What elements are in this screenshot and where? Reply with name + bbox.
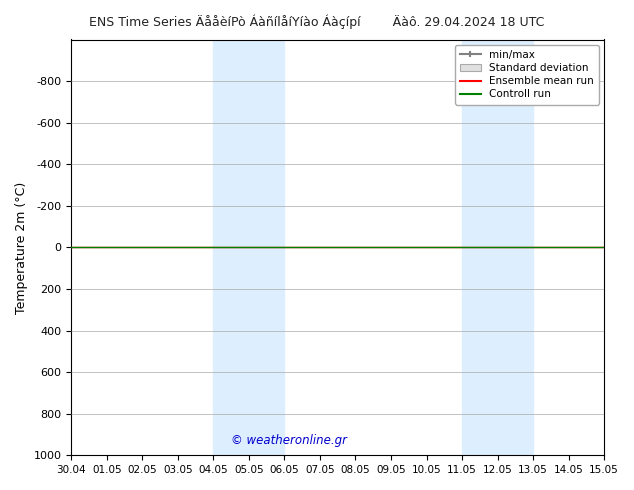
Bar — [462, 40, 498, 455]
Legend: min/max, Standard deviation, Ensemble mean run, Controll run: min/max, Standard deviation, Ensemble me… — [455, 45, 599, 104]
Bar — [249, 40, 285, 455]
Bar — [214, 40, 249, 455]
Text: © weatheronline.gr: © weatheronline.gr — [231, 434, 347, 447]
Text: ENS Time Series ÄååèíPò ÁàñílåíYíào Áàçípí        Äàô. 29.04.2024 18 UTC: ENS Time Series ÄååèíPò ÁàñílåíYíào Áàçí… — [89, 15, 545, 29]
Bar — [498, 40, 533, 455]
Y-axis label: Temperature 2m (°C): Temperature 2m (°C) — [15, 181, 28, 314]
